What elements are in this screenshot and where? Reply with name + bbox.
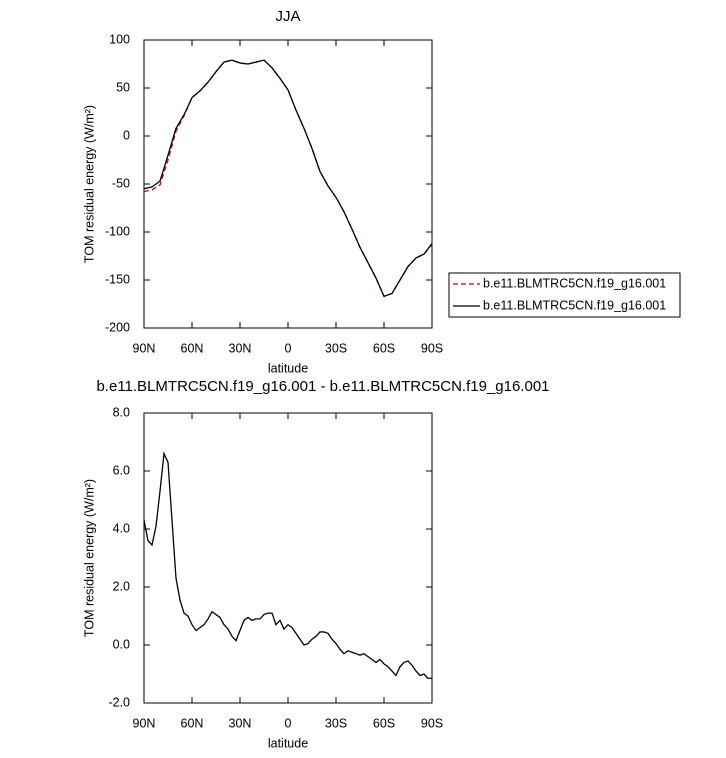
- y-axis-label: TOM residual energy (W/m²): [82, 479, 96, 637]
- legend-box: [448, 272, 681, 318]
- data-line: [143, 59, 433, 298]
- y-tick-label: 0: [123, 128, 130, 142]
- chart-title: JJA: [275, 8, 300, 25]
- panel: b.e11.BLMTRC5CN.f19_g16.001 - b.e11.BLMT…: [82, 378, 549, 750]
- x-tick-label: 30N: [229, 716, 252, 730]
- y-tick-label: 0.0: [113, 637, 130, 651]
- data-line: [143, 451, 432, 679]
- legend-label: b.e11.BLMTRC5CN.f19_g16.001: [483, 298, 666, 312]
- x-tick-label: 60N: [181, 716, 204, 730]
- chart-title: b.e11.BLMTRC5CN.f19_g16.001 - b.e11.BLMT…: [96, 378, 549, 395]
- y-tick-label: 6.0: [113, 463, 130, 477]
- y-tick-label: 100: [109, 32, 130, 46]
- y-tick-label: -100: [105, 224, 130, 238]
- panel: JJA latitude TOM residual energy (W/m²) -20…: [82, 8, 681, 375]
- y-tick-label: 50: [116, 80, 130, 94]
- x-tick-label: 60N: [181, 341, 204, 355]
- x-tick-label: 30N: [229, 341, 252, 355]
- x-tick-label: 0: [285, 341, 292, 355]
- y-tick-label: -2.0: [108, 695, 130, 709]
- y-tick-label: 4.0: [113, 521, 130, 535]
- x-axis-label: latitude: [268, 361, 308, 375]
- x-axis-label: latitude: [268, 736, 308, 750]
- data-line: [143, 59, 433, 298]
- legend-label: b.e11.BLMTRC5CN.f19_g16.001: [483, 276, 666, 290]
- x-tick-label: 30S: [325, 341, 347, 355]
- x-tick-label: 0: [285, 716, 292, 730]
- x-tick-label: 60S: [373, 341, 395, 355]
- plot-frame: [143, 412, 433, 704]
- x-tick-label: 90S: [421, 341, 443, 355]
- y-tick-label: -200: [105, 320, 130, 334]
- y-tick-label: 8.0: [113, 405, 130, 419]
- y-tick-label: -150: [105, 272, 130, 286]
- x-tick-label: 90N: [133, 341, 156, 355]
- plot-frame: [143, 39, 433, 329]
- x-tick-label: 90S: [421, 716, 443, 730]
- x-tick-label: 30S: [325, 716, 347, 730]
- y-tick-label: 2.0: [113, 579, 130, 593]
- x-tick-label: 90N: [133, 716, 156, 730]
- y-tick-label: -50: [112, 176, 130, 190]
- y-axis-label: TOM residual energy (W/m²): [82, 105, 96, 263]
- x-tick-label: 60S: [373, 716, 395, 730]
